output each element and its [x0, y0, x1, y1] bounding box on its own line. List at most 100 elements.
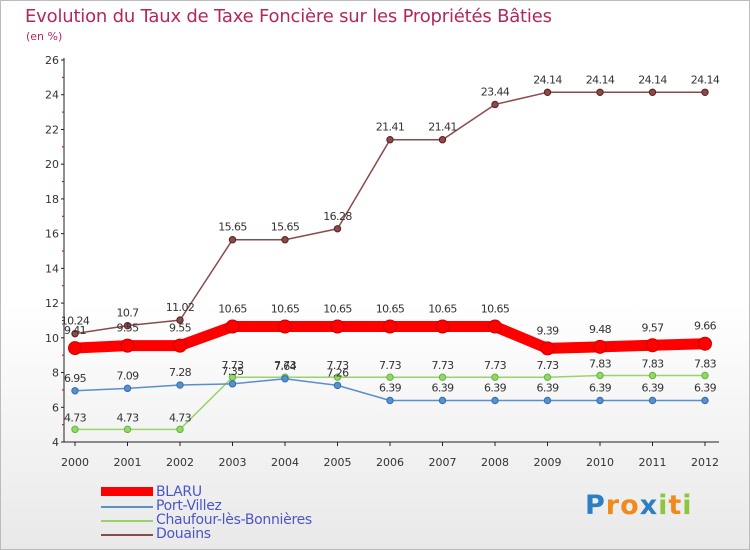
data-label: 21.41: [428, 121, 457, 134]
point-2: [333, 373, 342, 381]
data-label: 6.39: [536, 382, 559, 395]
x-tick-label: 2011: [639, 456, 667, 469]
data-label: 10.65: [323, 303, 352, 316]
x-tick-label: 2000: [61, 456, 89, 469]
point-1: [123, 384, 132, 393]
logo-letter: i: [658, 490, 669, 521]
point-blaru: [278, 319, 292, 334]
data-label: 10.65: [428, 303, 457, 316]
data-label: 10.65: [376, 303, 405, 316]
legend-label-douains: Douains: [156, 526, 211, 542]
point-2: [596, 371, 604, 380]
x-tick-label: 2006: [376, 456, 404, 469]
point-3: [123, 321, 132, 330]
y-tick-label: 14: [45, 262, 59, 275]
data-label: 9.41: [64, 324, 86, 337]
data-label: 7.09: [116, 369, 139, 382]
point-1: [281, 375, 289, 383]
data-label: 6.39: [484, 382, 507, 395]
data-label: 24.14: [533, 73, 562, 86]
data-label: 21.41: [376, 121, 405, 134]
y-tick-label: 24: [45, 89, 59, 102]
point-3: [701, 88, 709, 96]
data-label: 15.65: [218, 221, 247, 234]
data-label: 7.64: [274, 360, 297, 373]
point-1: [596, 396, 604, 405]
data-label: 6.39: [589, 382, 612, 395]
logo-letter: t: [668, 490, 683, 521]
point-3: [228, 236, 237, 244]
data-label: 7.83: [589, 357, 612, 370]
point-1: [491, 396, 499, 405]
point-1: [386, 396, 394, 405]
point-blaru: [330, 319, 345, 334]
x-tick-label: 2003: [219, 456, 247, 469]
data-label: 6.39: [431, 382, 454, 395]
x-tick-label: 2005: [324, 456, 352, 469]
y-tick-label: 8: [52, 367, 59, 380]
data-labels: 4.73 4.73 4.73 7.73 7.73 7.73 7.73 7.73 7.73 7.73…: [61, 73, 721, 424]
x-tick-label: 2001: [114, 456, 142, 469]
point-blaru: [698, 336, 712, 351]
y-tick-label: 18: [45, 193, 59, 206]
data-label: 9.48: [589, 323, 612, 336]
data-label: 16.28: [323, 210, 352, 223]
legend-label-port-villez: Port-Villez: [156, 498, 222, 514]
data-label: 24.14: [638, 73, 667, 86]
point-1: [701, 396, 709, 405]
axes: 4 6 8 10 12 14 16 18 20 22 24 26 2000 2001 2002 2003 200…: [45, 54, 719, 469]
x-tick-label: 2012: [691, 456, 719, 469]
data-label: 7.26: [326, 366, 349, 379]
point-1: [333, 381, 342, 390]
data-label: 10.24: [61, 315, 90, 328]
y-tick-label: 26: [45, 54, 59, 67]
data-label: 4.73: [169, 411, 192, 424]
y-tick-label: 6: [52, 401, 59, 414]
point-blaru: [120, 338, 135, 353]
data-label: 7.73: [326, 359, 349, 372]
y-tick-label: 4: [52, 436, 59, 449]
data-label: 10.65: [271, 303, 300, 316]
logo-letter: r: [605, 490, 621, 521]
data-label: 6.39: [694, 382, 717, 395]
data-label: 6.95: [64, 372, 87, 385]
data-label: 11.02: [166, 301, 195, 314]
point-blaru: [68, 341, 82, 356]
logo-letter: o: [620, 490, 640, 521]
data-label: 7.73: [379, 359, 402, 372]
point-1: [543, 396, 552, 405]
data-label: 9.55: [169, 322, 192, 335]
point-2: [176, 425, 184, 434]
data-label: 10.65: [218, 303, 247, 316]
point-1: [176, 381, 184, 389]
x-tick-label: 2002: [166, 456, 194, 469]
y-tick-label: 12: [45, 297, 59, 310]
logo-letter: P: [585, 490, 606, 521]
point-2: [123, 425, 132, 434]
proxiti-logo: Proxiti: [585, 490, 693, 521]
data-label: 4.73: [116, 411, 139, 424]
x-tick-label: 2009: [534, 456, 562, 469]
point-2: [71, 425, 79, 434]
point-blaru: [435, 319, 450, 334]
point-3: [438, 135, 447, 144]
series-points: [68, 88, 712, 434]
point-2: [386, 373, 394, 381]
x-tick-label: 2004: [271, 456, 299, 469]
data-label: 4.73: [64, 411, 87, 424]
point-3: [71, 329, 79, 338]
point-3: [596, 88, 604, 96]
point-blaru: [645, 338, 660, 353]
x-tick-label: 2010: [586, 456, 614, 469]
legend-swatch-blaru: [101, 487, 153, 496]
logo-letter: i: [682, 490, 693, 521]
point-3: [491, 100, 499, 109]
data-label: 24.14: [691, 73, 720, 86]
y-tick-label: 20: [45, 158, 59, 171]
data-label: 10.7: [116, 307, 139, 320]
point-3: [281, 236, 289, 244]
data-label: 7.35: [221, 365, 244, 378]
point-blaru: [488, 319, 502, 334]
